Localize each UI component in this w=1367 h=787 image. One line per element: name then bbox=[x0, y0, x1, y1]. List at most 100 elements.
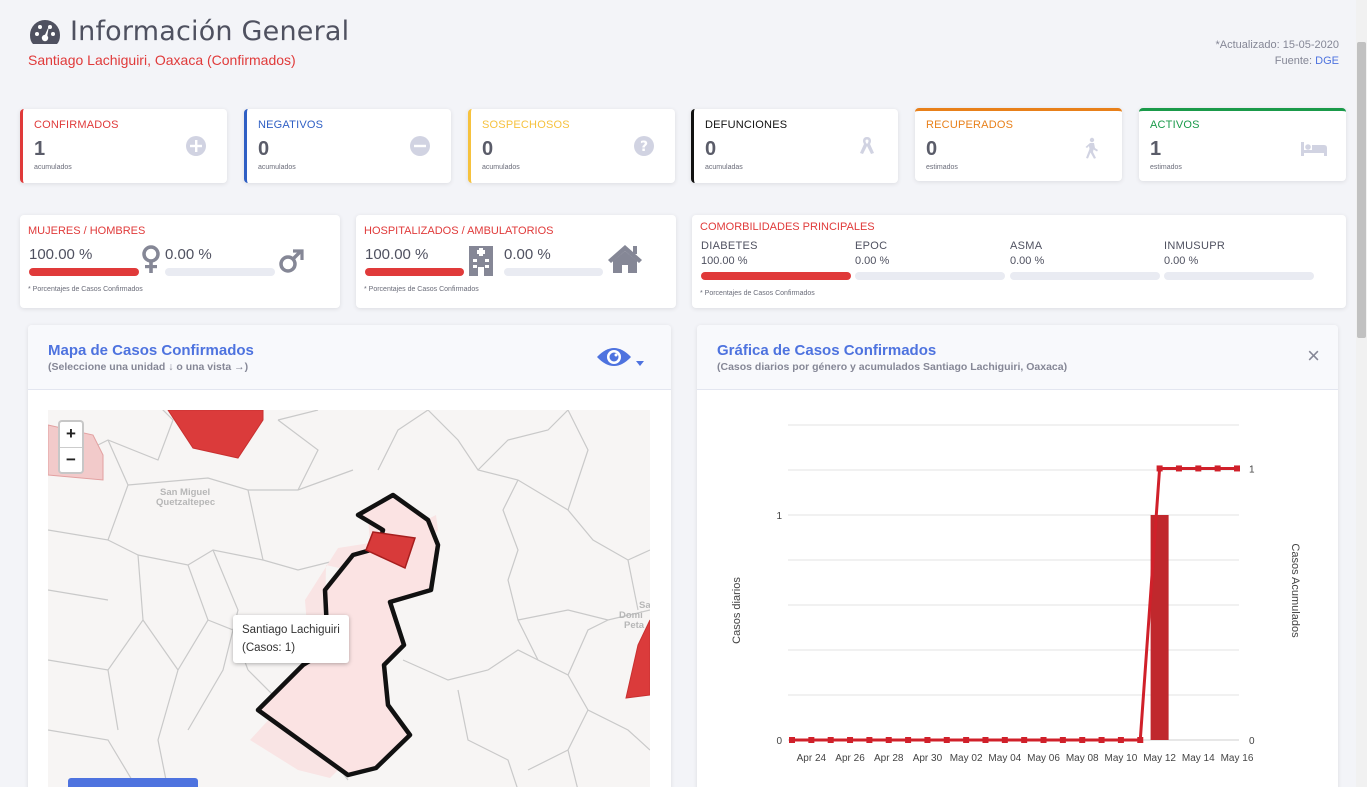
stat-value: 0 bbox=[926, 138, 938, 160]
page-header: Información General bbox=[28, 16, 349, 47]
cumulative-point bbox=[808, 737, 815, 743]
cumulative-point bbox=[789, 737, 795, 743]
y-axis-title: Casos diarios bbox=[731, 577, 743, 644]
map-canvas[interactable]: San Miguel Quetzaltepec Sant Domi Peta +… bbox=[48, 410, 650, 787]
place-label: Sant bbox=[639, 600, 650, 611]
x-tick-label: May 02 bbox=[950, 753, 983, 764]
confirmed-region-east bbox=[625, 619, 650, 699]
hospitalized-bar bbox=[365, 268, 464, 276]
cumulative-point bbox=[1214, 465, 1221, 472]
cumulative-point bbox=[982, 737, 989, 743]
stat-value: 0 bbox=[258, 138, 270, 160]
cumulative-point bbox=[866, 737, 873, 743]
inmusupr-bar bbox=[1164, 272, 1314, 280]
x-tick-label: May 10 bbox=[1105, 753, 1138, 764]
comorbidity-diabetes: DIABETES 100.00 % bbox=[701, 240, 758, 267]
y2-tick-label: 0 bbox=[1249, 736, 1255, 747]
comorbidity-epoc: EPOC 0.00 % bbox=[855, 240, 889, 267]
comorbidity-pct: 0.00 % bbox=[1164, 255, 1199, 267]
x-tick-label: May 16 bbox=[1221, 753, 1254, 764]
comorbidity-name: INMUSUPR bbox=[1164, 240, 1226, 252]
place-label: San Miguel bbox=[160, 487, 210, 498]
cumulative-point bbox=[885, 737, 892, 743]
map-panel-header: Mapa de Casos Confirmados (Seleccione un… bbox=[28, 325, 671, 390]
map-panel-title: Mapa de Casos Confirmados bbox=[48, 342, 254, 359]
source-link[interactable]: DGE bbox=[1315, 55, 1339, 67]
confirmed-region-north bbox=[167, 410, 264, 459]
ribbon-icon bbox=[860, 137, 874, 154]
cumulative-point bbox=[1079, 737, 1086, 743]
page-title: Información General bbox=[70, 16, 350, 47]
stat-sub: acumulados bbox=[258, 164, 296, 171]
municipality-borders bbox=[48, 410, 650, 787]
men-pct: 0.00 % bbox=[165, 246, 212, 263]
x-tick-label: Apr 26 bbox=[835, 753, 865, 764]
cumulative-point bbox=[943, 737, 950, 743]
cumulative-point bbox=[847, 737, 854, 743]
view-eye-dropdown[interactable] bbox=[596, 343, 646, 373]
zoom-in-button[interactable]: + bbox=[66, 424, 76, 443]
cumulative-point bbox=[905, 737, 912, 743]
map-panel: Mapa de Casos Confirmados (Seleccione un… bbox=[28, 325, 671, 787]
ambulatory-pct: 0.00 % bbox=[504, 246, 551, 263]
close-chart-button[interactable]: × bbox=[1307, 343, 1320, 368]
tooltip-name: Santiago Lachiguiri bbox=[242, 624, 340, 636]
x-tick-label: May 04 bbox=[988, 753, 1021, 764]
dashboard-gauge-icon bbox=[30, 19, 60, 44]
cumulative-point bbox=[1117, 737, 1124, 743]
stat-label: ACTIVOS bbox=[1150, 119, 1200, 131]
map-svg: San Miguel Quetzaltepec Sant Domi Peta bbox=[48, 410, 650, 787]
stat-sub: estimados bbox=[926, 164, 958, 171]
cumulative-point bbox=[1234, 465, 1240, 472]
stat-value: 1 bbox=[34, 138, 46, 160]
cumulative-point bbox=[1156, 465, 1163, 472]
ambulatory-bar bbox=[504, 268, 603, 276]
comorbidity-pct: 100.00 % bbox=[701, 255, 748, 267]
cumulative-point bbox=[1098, 737, 1105, 743]
stat-value: 0 bbox=[482, 138, 494, 160]
daily-cases-bar bbox=[1150, 515, 1169, 740]
gender-card: MUJERES / HOMBRES 100.00 % 0.00 % * Porc… bbox=[20, 215, 340, 308]
cumulative-point bbox=[1195, 465, 1202, 472]
stat-card-confirmados: CONFIRMADOS 1 acumulados bbox=[20, 109, 227, 183]
plus-circle-icon bbox=[186, 136, 206, 156]
gender-label: MUJERES / HOMBRES bbox=[28, 225, 146, 237]
page-subtitle: Santiago Lachiguiri, Oaxaca (Confirmados… bbox=[28, 52, 296, 68]
hospital-card: HOSPITALIZADOS / AMBULATORIOS 100.00 % 0… bbox=[356, 215, 676, 308]
x-tick-label: May 14 bbox=[1182, 753, 1215, 764]
santiago-lachiguiri-cases bbox=[365, 531, 416, 570]
y2-tick-label: 1 bbox=[1249, 464, 1255, 475]
stat-label: RECUPERADOS bbox=[926, 119, 1014, 131]
scrollbar-thumb[interactable] bbox=[1357, 42, 1366, 338]
male-icon bbox=[279, 249, 304, 273]
zoom-control: + − bbox=[58, 420, 84, 474]
cumulative-point bbox=[827, 737, 834, 743]
updated-date: *Actualizado: 15-05-2020 bbox=[1215, 39, 1339, 51]
zoom-out-button[interactable]: − bbox=[60, 447, 82, 472]
source-label: Fuente: bbox=[1274, 55, 1313, 67]
epoc-bar bbox=[855, 272, 1005, 280]
comorbidities-card: COMORBILIDADES PRINCIPALES DIABETES 100.… bbox=[692, 215, 1346, 308]
cumulative-point bbox=[1021, 737, 1028, 743]
hospitalized-pct: 100.00 % bbox=[365, 246, 429, 263]
comorbidity-pct: 0.00 % bbox=[1010, 255, 1045, 267]
map-action-button[interactable] bbox=[68, 778, 198, 787]
place-label: Peta bbox=[624, 620, 645, 631]
x-tick-label: May 12 bbox=[1143, 753, 1176, 764]
cumulative-point bbox=[1059, 737, 1066, 743]
place-label: Domi bbox=[619, 610, 643, 621]
chart-panel: Gráfica de Casos Confirmados (Casos diar… bbox=[697, 325, 1338, 787]
stat-card-activos: ACTIVOS 1 estimados bbox=[1139, 108, 1346, 181]
walking-icon bbox=[1085, 137, 1098, 159]
stat-card-recuperados: RECUPERADOS 0 estimados bbox=[915, 108, 1122, 181]
hospital-note: * Porcentajes de Casos Confirmados bbox=[364, 286, 479, 293]
svg-text:?: ? bbox=[640, 139, 648, 155]
place-label: Quetzaltepec bbox=[156, 497, 215, 508]
cases-chart: 0 1 0 1 Apr 24 Apr 26 Apr 28 Apr 30 May 02 May 04… bbox=[731, 424, 1301, 764]
men-bar bbox=[165, 268, 275, 276]
page-scrollbar[interactable] bbox=[1356, 0, 1367, 787]
stat-card-sospechosos: SOSPECHOSOS 0 acumulados ? bbox=[468, 109, 675, 183]
stat-value: 0 bbox=[705, 138, 717, 160]
question-circle-icon: ? bbox=[634, 136, 654, 156]
stat-label: CONFIRMADOS bbox=[34, 119, 119, 131]
